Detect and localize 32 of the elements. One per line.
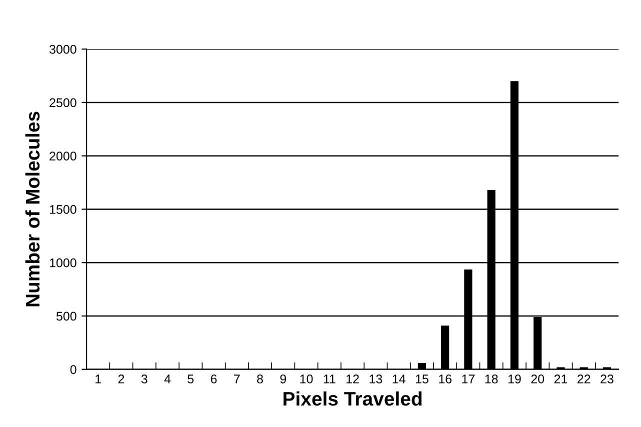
x-tick-label: 11: [324, 374, 336, 384]
x-tick-label: 5: [188, 374, 194, 384]
x-tick-label: 19: [508, 374, 521, 384]
x-tick-label: 8: [257, 374, 263, 384]
x-tick-label: 17: [462, 374, 475, 384]
x-axis-title: Pixels Traveled: [284, 391, 422, 406]
x-tick-label: 12: [346, 374, 359, 384]
x-tick-label: 14: [392, 374, 406, 384]
x-tick-label: 20: [531, 374, 544, 384]
x-tick-label: 6: [210, 374, 217, 384]
x-tick-label: 2: [118, 374, 124, 384]
x-tick-label: 9: [280, 374, 286, 384]
x-tick-label: 10: [300, 374, 313, 384]
y-tick-label: 1000: [50, 258, 76, 268]
x-tick-label: 18: [485, 374, 498, 384]
y-tick-label: 0: [70, 365, 76, 374]
y-tick-label: 1500: [50, 205, 76, 214]
x-tick-label: 7: [234, 374, 240, 384]
y-tick-label: 2500: [50, 98, 76, 108]
x-tick-label: 16: [439, 374, 452, 384]
x-tick-label: 13: [370, 374, 382, 384]
y-axis-title: Number of Molecules: [25, 112, 40, 306]
y-tick-label: 500: [56, 312, 76, 321]
x-tick-label: 22: [578, 374, 590, 384]
x-tick-label: 21: [554, 374, 568, 384]
x-tick-label: 4: [164, 374, 171, 384]
y-tick-label: 2000: [50, 152, 76, 161]
x-tick-label: 3: [141, 374, 148, 384]
x-tick-label: 23: [600, 374, 614, 384]
x-tick-label: 1: [96, 374, 101, 384]
x-tick-label: 15: [416, 374, 428, 384]
y-tick-label: 3000: [49, 44, 76, 54]
